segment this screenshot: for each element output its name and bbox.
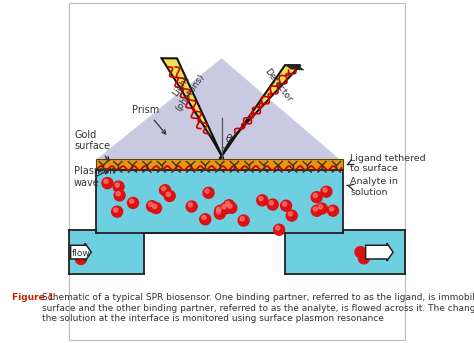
Text: Figure 1: Figure 1 — [12, 293, 54, 302]
Circle shape — [223, 200, 235, 211]
FancyArrow shape — [71, 243, 91, 261]
Circle shape — [205, 189, 209, 193]
Circle shape — [269, 201, 273, 205]
Circle shape — [128, 198, 138, 209]
Circle shape — [112, 206, 123, 217]
Circle shape — [311, 192, 322, 203]
Polygon shape — [162, 58, 223, 159]
Circle shape — [115, 183, 119, 187]
Circle shape — [358, 253, 369, 264]
Text: Schematic of a typical SPR biosensor. One binding partner, referred to as the li: Schematic of a typical SPR biosensor. On… — [42, 293, 474, 323]
Circle shape — [226, 202, 237, 213]
Circle shape — [281, 200, 292, 211]
Circle shape — [283, 202, 287, 206]
Circle shape — [75, 253, 86, 264]
Circle shape — [216, 210, 220, 214]
Circle shape — [228, 204, 232, 208]
Text: θ: θ — [226, 134, 232, 144]
Circle shape — [102, 178, 113, 189]
Circle shape — [215, 205, 226, 216]
Text: Detector: Detector — [263, 67, 294, 104]
FancyArrow shape — [365, 243, 393, 261]
Circle shape — [146, 201, 157, 212]
Circle shape — [164, 190, 175, 201]
Circle shape — [188, 203, 192, 207]
Circle shape — [114, 190, 125, 201]
Circle shape — [104, 179, 108, 184]
Circle shape — [323, 188, 327, 192]
Circle shape — [355, 247, 366, 258]
Circle shape — [151, 203, 162, 214]
Polygon shape — [96, 58, 340, 159]
Circle shape — [257, 195, 268, 206]
Circle shape — [288, 212, 292, 216]
Text: Gold
surface: Gold surface — [74, 130, 110, 161]
Circle shape — [311, 205, 322, 216]
Circle shape — [240, 217, 245, 221]
Circle shape — [79, 247, 90, 258]
Circle shape — [286, 210, 297, 221]
Bar — [69, 230, 145, 274]
Circle shape — [186, 201, 197, 212]
Circle shape — [214, 208, 225, 219]
Circle shape — [321, 186, 332, 197]
Circle shape — [148, 202, 153, 206]
Circle shape — [203, 187, 214, 198]
Text: Light
(photons): Light (photons) — [165, 66, 206, 113]
Bar — [96, 159, 343, 170]
Circle shape — [317, 203, 328, 214]
Text: Prism: Prism — [132, 105, 166, 134]
Circle shape — [220, 203, 231, 214]
Circle shape — [217, 207, 221, 211]
Circle shape — [273, 224, 284, 235]
Circle shape — [114, 208, 118, 212]
Text: flow: flow — [72, 249, 91, 258]
Circle shape — [200, 214, 211, 225]
Circle shape — [267, 199, 278, 210]
Circle shape — [226, 201, 230, 205]
Bar — [96, 170, 343, 233]
Circle shape — [313, 207, 318, 211]
Bar — [285, 230, 405, 274]
Circle shape — [166, 192, 171, 196]
Text: Ligand tethered
to surface: Ligand tethered to surface — [350, 154, 426, 173]
Circle shape — [116, 192, 120, 196]
Circle shape — [276, 226, 280, 230]
Circle shape — [160, 185, 171, 196]
Text: Analyte in
solution: Analyte in solution — [350, 177, 398, 197]
Circle shape — [259, 197, 263, 201]
Circle shape — [222, 205, 226, 209]
Text: Plasmon
wave: Plasmon wave — [74, 166, 116, 188]
Bar — [145, 233, 285, 274]
Circle shape — [202, 215, 206, 220]
Circle shape — [319, 205, 323, 209]
Polygon shape — [220, 65, 301, 159]
Circle shape — [329, 207, 334, 211]
Circle shape — [328, 205, 338, 216]
Circle shape — [238, 215, 249, 226]
Circle shape — [129, 199, 134, 203]
Circle shape — [113, 181, 124, 192]
Bar — [343, 230, 405, 274]
Circle shape — [313, 193, 318, 198]
Circle shape — [153, 204, 157, 209]
Bar — [69, 230, 96, 274]
Circle shape — [162, 187, 166, 191]
